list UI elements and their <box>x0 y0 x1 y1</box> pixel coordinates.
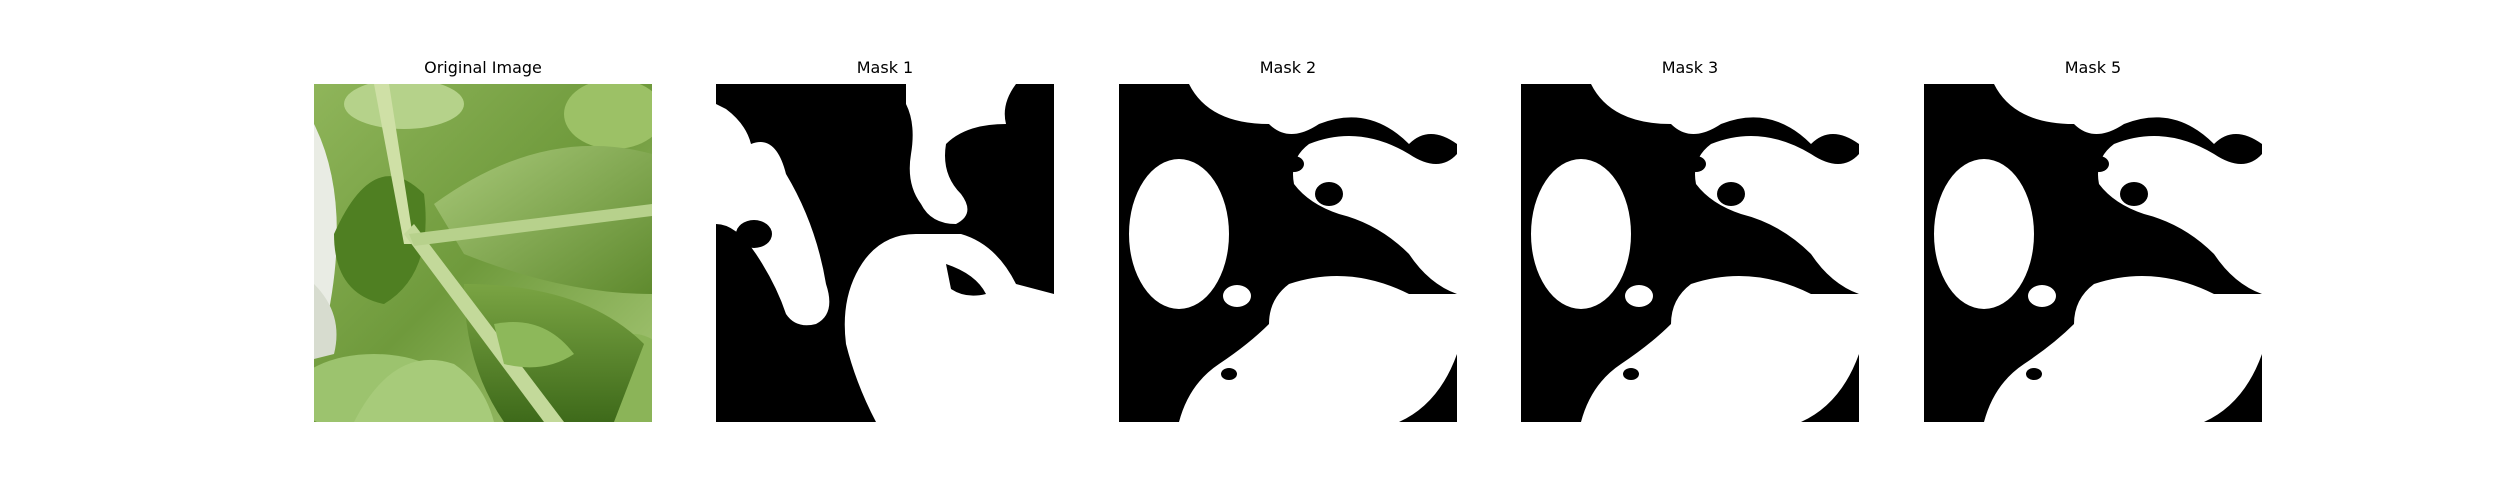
mask-2-image <box>1119 84 1457 422</box>
mask-3-image <box>1521 84 1859 422</box>
panel-title: Mask 2 <box>1259 58 1317 77</box>
panel-title: Mask 1 <box>856 58 914 77</box>
original-image <box>314 84 652 422</box>
mask-5-image <box>1924 84 2262 422</box>
panel-title: Original Image <box>424 58 542 77</box>
panel-title: Mask 3 <box>1661 58 1719 77</box>
panel-title: Mask 5 <box>2064 58 2122 77</box>
mask-1-image <box>716 84 1054 422</box>
